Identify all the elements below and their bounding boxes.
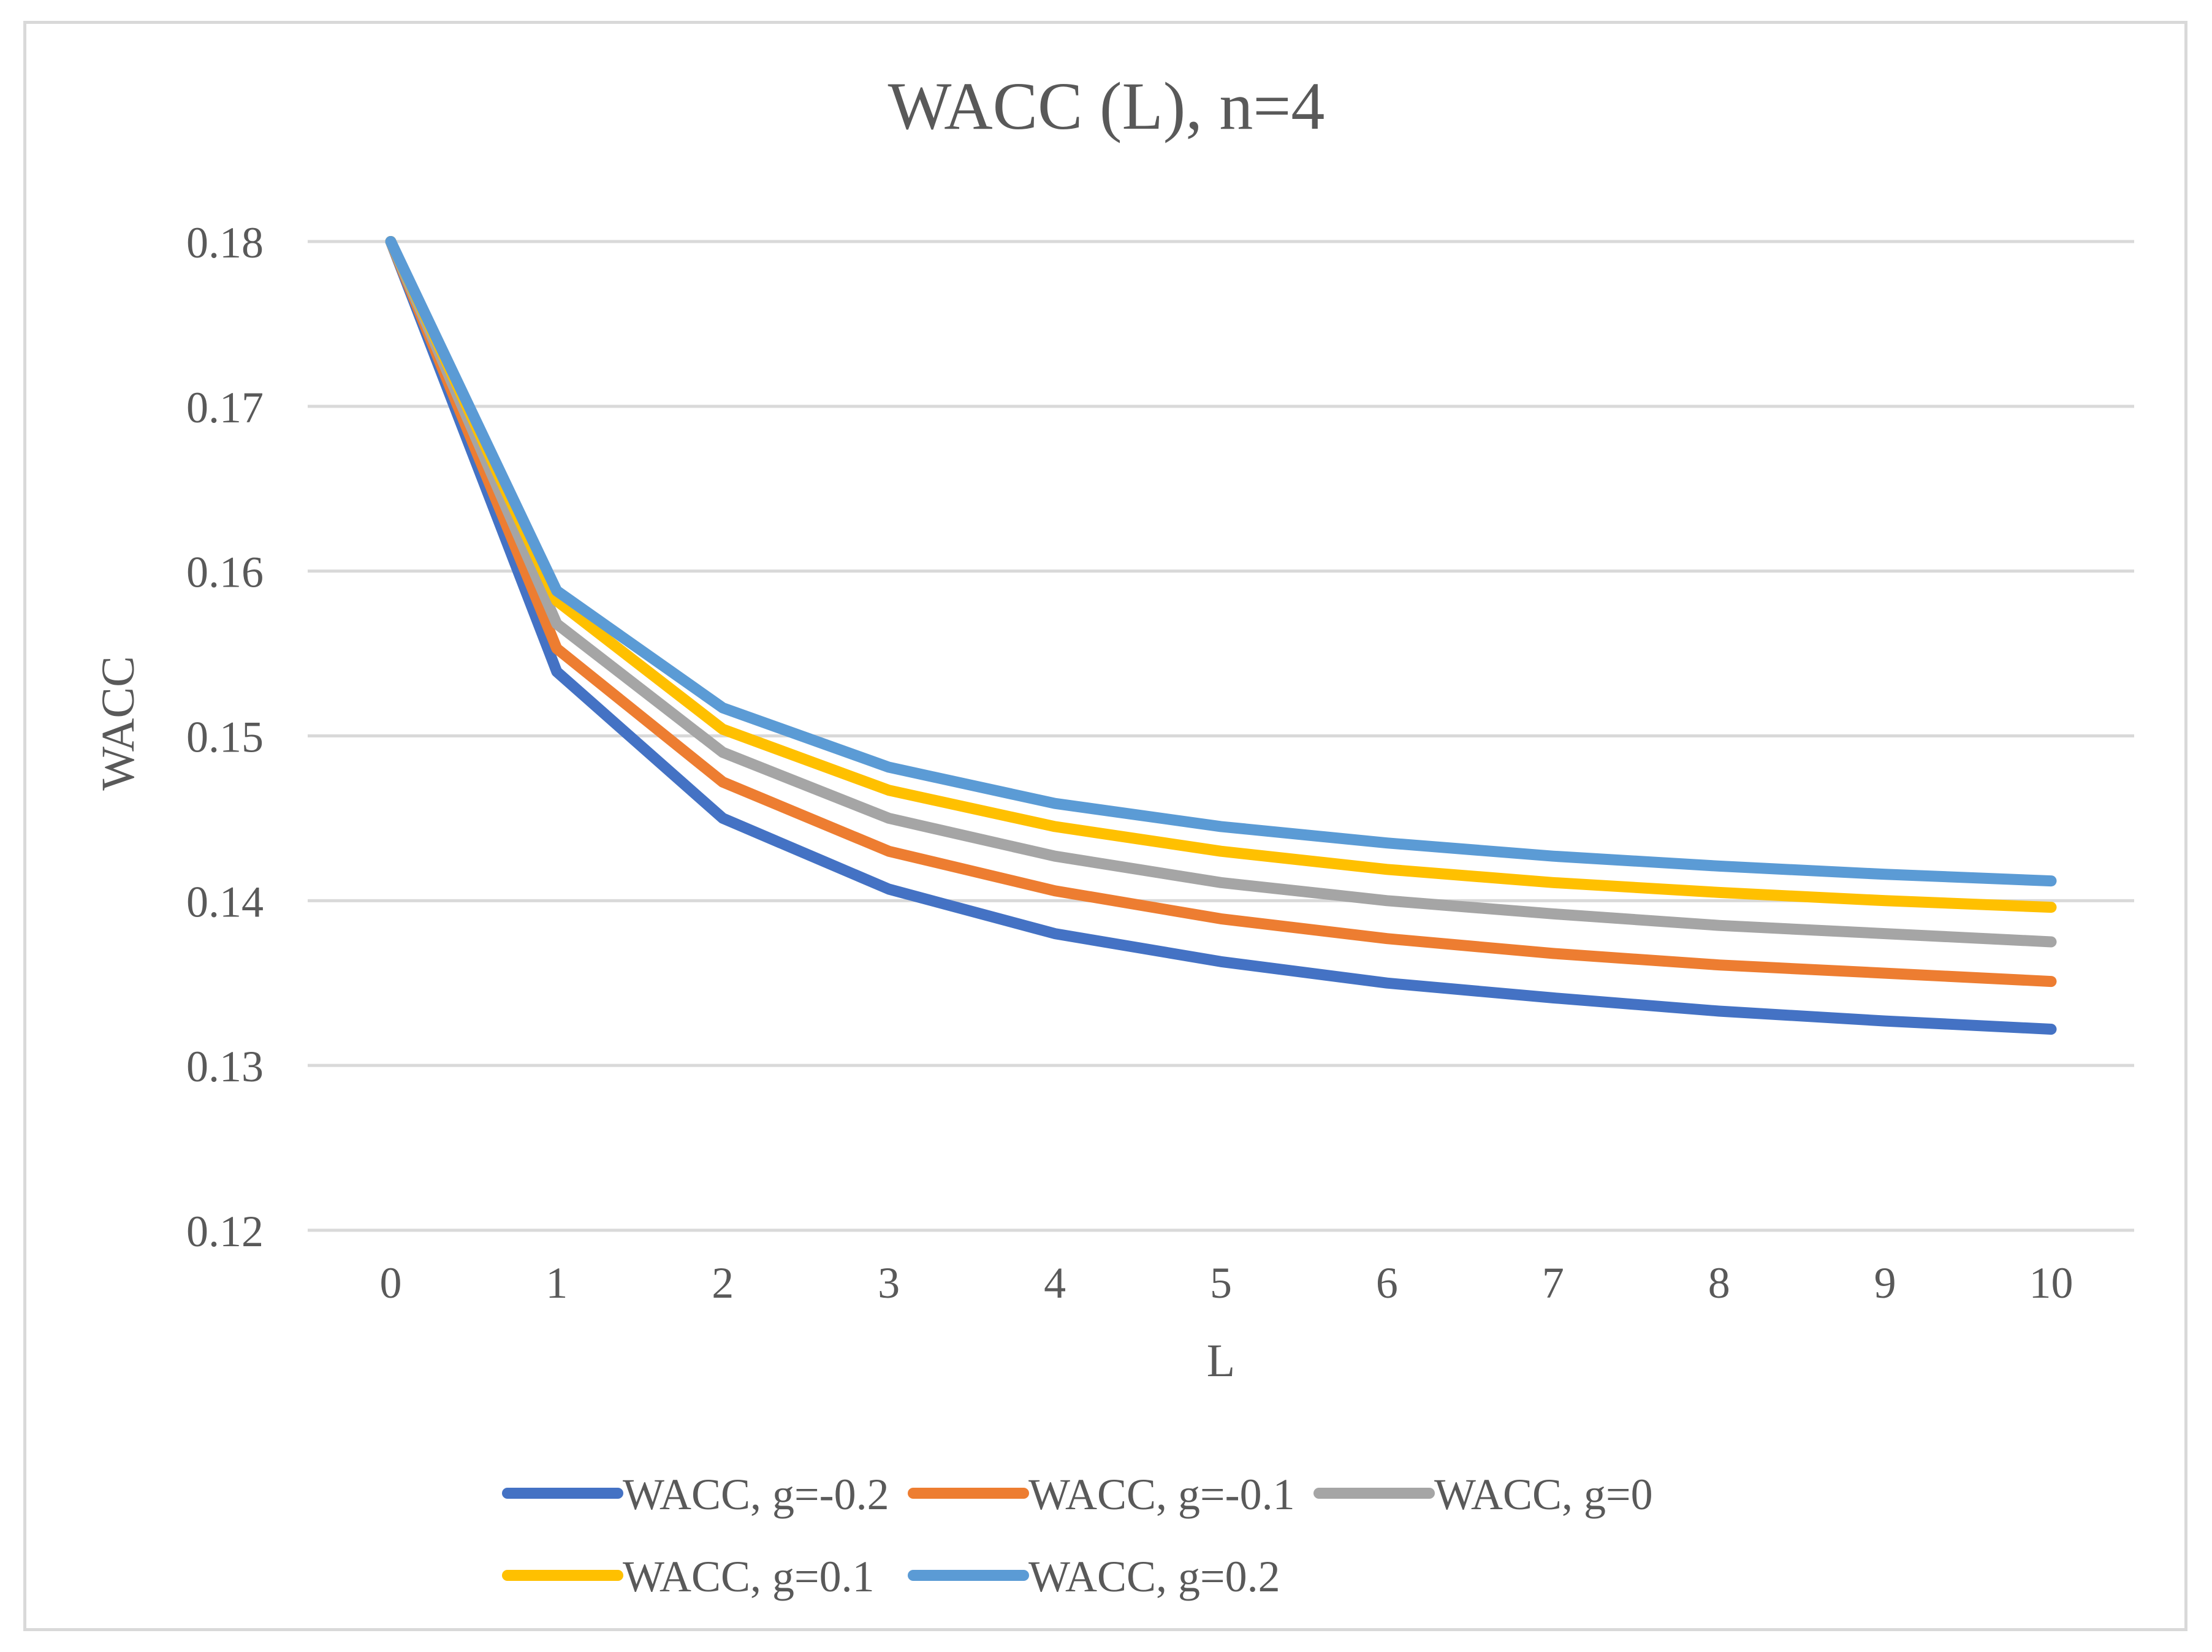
y-tick-label: 0.18 <box>186 218 264 267</box>
x-tick-label: 10 <box>2029 1258 2073 1308</box>
y-axis-ticks: 0.12 0.13 0.14 0.15 0.16 0.17 0.18 <box>186 218 264 1256</box>
series-line <box>385 236 2057 913</box>
legend-label: WACC, g=-0.2 <box>623 1470 889 1519</box>
x-axis-ticks: 0 1 2 3 4 5 6 7 8 9 10 <box>379 1258 2073 1308</box>
series-line <box>385 236 2057 887</box>
x-tick-label: 7 <box>1542 1258 1564 1308</box>
y-tick-label: 0.13 <box>186 1042 264 1091</box>
x-tick-label: 2 <box>712 1258 734 1308</box>
y-tick-label: 0.15 <box>186 713 264 762</box>
x-axis-label: L <box>1207 1335 1235 1387</box>
legend-label: WACC, g=0.2 <box>1028 1552 1280 1601</box>
series-line <box>385 236 2057 988</box>
legend: WACC, g=-0.2 WACC, g=-0.1 WACC, g=0 WACC, g… <box>502 1470 1653 1601</box>
legend-label: WACC, g=0 <box>1434 1470 1653 1519</box>
y-tick-label: 0.14 <box>186 877 264 926</box>
y-axis-label: WACC <box>93 656 144 791</box>
legend-label: WACC, g=-0.1 <box>1028 1470 1295 1519</box>
series-lines <box>385 236 2057 1035</box>
x-tick-label: 5 <box>1210 1258 1232 1308</box>
legend-label: WACC, g=0.1 <box>623 1552 875 1601</box>
x-tick-label: 1 <box>545 1258 568 1308</box>
series-line <box>385 236 2057 1035</box>
x-tick-label: 8 <box>1708 1258 1730 1308</box>
x-tick-label: 6 <box>1376 1258 1398 1308</box>
chart-frame <box>23 21 2187 1631</box>
chart-title: WACC (L), n=4 <box>888 69 1325 143</box>
series-line <box>385 236 2057 948</box>
x-tick-label: 9 <box>1874 1258 1896 1308</box>
x-tick-label: 0 <box>379 1258 401 1308</box>
x-tick-label: 3 <box>878 1258 900 1308</box>
y-tick-label: 0.12 <box>186 1207 264 1256</box>
x-tick-label: 4 <box>1044 1258 1066 1308</box>
gridlines <box>308 240 2134 1232</box>
y-tick-label: 0.16 <box>186 548 264 597</box>
y-tick-label: 0.17 <box>186 383 264 432</box>
